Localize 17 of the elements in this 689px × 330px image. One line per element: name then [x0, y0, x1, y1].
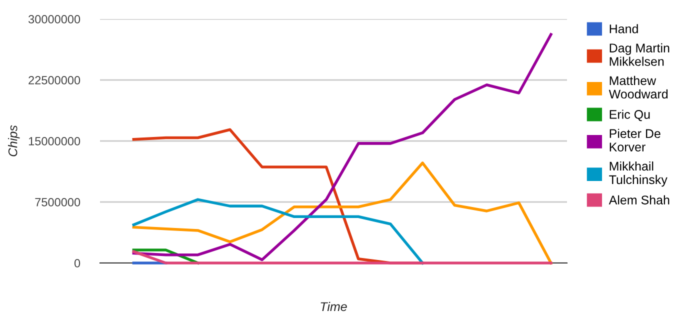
legend-label: Alem Shah — [608, 195, 670, 204]
y-axis-title: Chips — [8, 125, 20, 156]
legend-label: Eric Qu — [610, 110, 650, 122]
legend-label: Hand — [610, 24, 638, 34]
y-tick-label: 15000000 — [28, 137, 80, 146]
x-axis-title: Time — [320, 302, 347, 312]
legend-label: Pieter De Korver — [610, 128, 660, 152]
line-series — [132, 162, 552, 264]
legend-label: Matthew Woodward — [608, 76, 668, 99]
line-series — [132, 198, 424, 264]
y-tick-label: 7500000 — [35, 198, 80, 206]
legend-label: Dag Martin Mikkelsen — [610, 43, 670, 66]
line-series — [132, 33, 552, 262]
y-tick-label: 22500000 — [28, 76, 80, 84]
y-tick-label: 0 — [74, 259, 80, 268]
legend-label: Mikkhail Tulchinsky — [609, 161, 668, 187]
y-tick-label: 30000000 — [28, 15, 80, 24]
